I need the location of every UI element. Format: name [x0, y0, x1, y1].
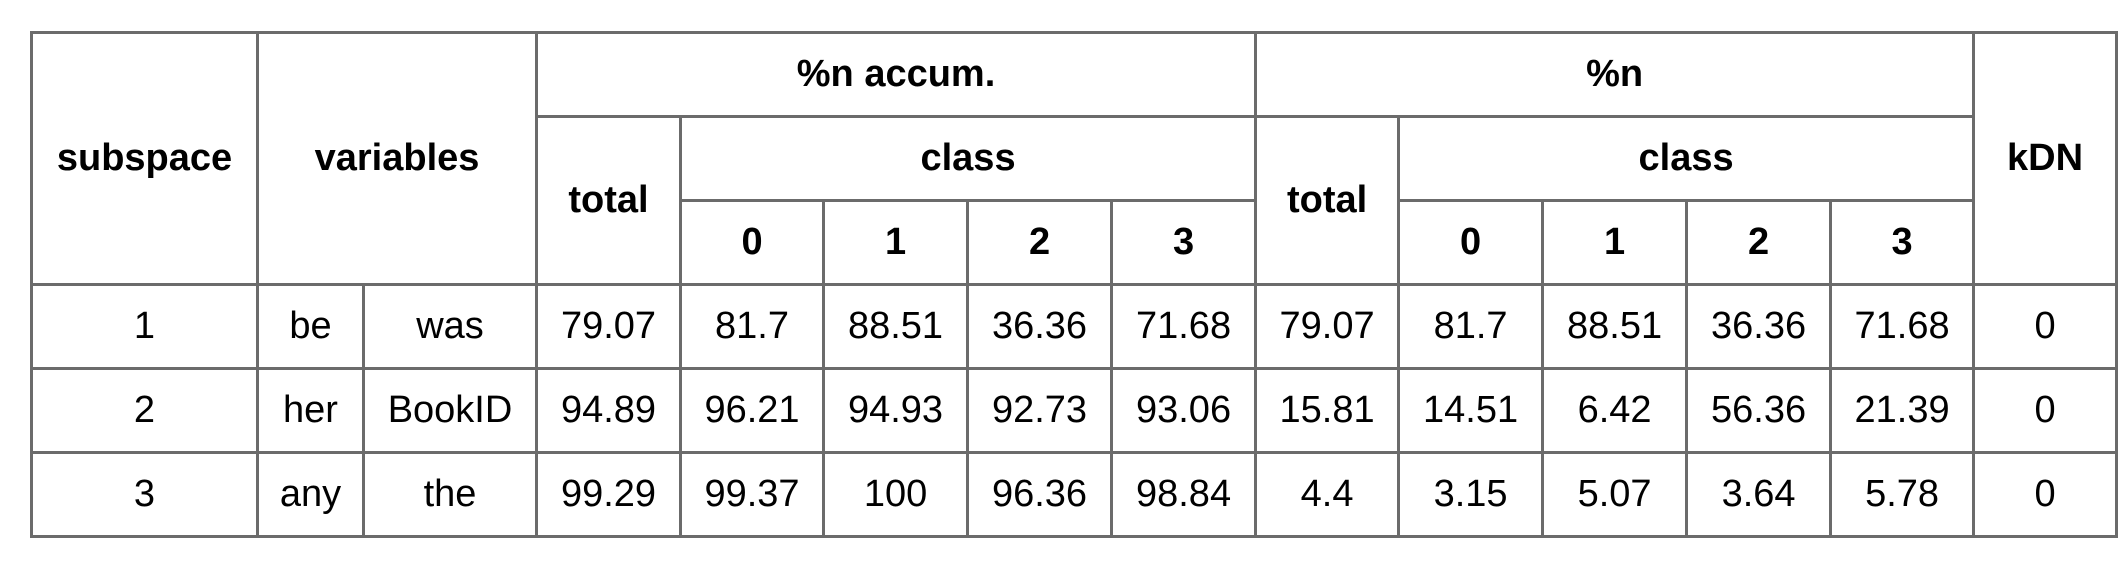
cell-accum-class-2: 92.73 [966, 367, 1114, 454]
cell-accum-class-3: 93.06 [1110, 367, 1258, 454]
header-row-3: 0 1 2 3 0 1 2 3 [32, 199, 2117, 286]
cell-var2: the [361, 451, 539, 538]
cell-kdn: 0 [1972, 283, 2119, 370]
table-row: 2 her BookID 94.89 96.21 94.93 92.73 93.… [30, 367, 2119, 454]
cell-n-total: 79.07 [1254, 283, 1401, 370]
cell-subspace: 2 [30, 367, 259, 454]
cell-accum-class-3: 98.84 [1110, 451, 1258, 538]
cell-subspace: 3 [30, 451, 259, 538]
cell-kdn: 0 [1972, 367, 2119, 454]
cell-accum-total: 99.29 [535, 451, 683, 538]
header-accum-class-3: 3 [1110, 199, 1258, 286]
cell-var1: her [256, 367, 365, 454]
cell-n-class-3: 21.39 [1829, 367, 1976, 454]
header-n-class: class [1397, 115, 1976, 202]
cell-accum-class-1: 100 [822, 451, 970, 538]
cell-accum-class-0: 81.7 [679, 283, 826, 370]
cell-n-class-2: 36.36 [1685, 283, 1833, 370]
cell-var2: was [361, 283, 539, 370]
table-row: 1 be was 79.07 81.7 88.51 36.36 71.68 79… [30, 283, 2119, 370]
header-n-group: %n [1254, 31, 1976, 118]
cell-accum-class-2: 36.36 [966, 283, 1114, 370]
cell-accum-class-1: 88.51 [822, 283, 970, 370]
header-row-2: total class total class [32, 115, 2117, 286]
header-n-class-3: 3 [1829, 199, 1976, 286]
header-subspace: subspace [30, 31, 259, 286]
cell-n-class-2: 56.36 [1685, 367, 1833, 454]
cell-accum-class-3: 71.68 [1110, 283, 1258, 370]
cell-n-class-1: 88.51 [1541, 283, 1689, 370]
cell-subspace: 1 [30, 283, 259, 370]
cell-var1: any [256, 451, 365, 538]
header-n-total: total [1254, 115, 1401, 286]
header-accum-group: %n accum. [535, 31, 1258, 118]
header-accum-class-2: 2 [966, 199, 1114, 286]
cell-n-class-2: 3.64 [1685, 451, 1833, 538]
cell-accum-class-0: 96.21 [679, 367, 826, 454]
cell-kdn: 0 [1972, 451, 2119, 538]
cell-accum-class-0: 99.37 [679, 451, 826, 538]
header-kdn: kDN [1972, 31, 2119, 286]
cell-accum-class-1: 94.93 [822, 367, 970, 454]
cell-n-class-1: 6.42 [1541, 367, 1689, 454]
header-variables: variables [255, 31, 539, 286]
cell-accum-total: 94.89 [535, 367, 683, 454]
table-row: 3 any the 99.29 99.37 100 96.36 98.84 4.… [30, 451, 2119, 538]
cell-n-class-3: 5.78 [1829, 451, 1976, 538]
header-accum-total: total [535, 115, 683, 286]
header-n-class-0: 0 [1397, 199, 1545, 286]
cell-n-total: 4.4 [1254, 451, 1401, 538]
cell-n-total: 15.81 [1254, 367, 1401, 454]
cell-var2: BookID [361, 367, 539, 454]
cell-accum-class-2: 96.36 [966, 451, 1114, 538]
results-table: subspace variables %n accum. %n kDN tota… [30, 31, 2119, 538]
cell-n-class-0: 14.51 [1397, 367, 1545, 454]
cell-n-class-0: 3.15 [1397, 451, 1545, 538]
header-row-1: subspace variables %n accum. %n kDN [30, 31, 2119, 286]
header-n-class-1: 1 [1541, 199, 1689, 286]
cell-n-class-3: 71.68 [1829, 283, 1976, 370]
header-accum-class-0: 0 [679, 199, 826, 286]
cell-var1: be [256, 283, 365, 370]
cell-accum-total: 79.07 [535, 283, 683, 370]
header-accum-class: class [679, 115, 1258, 202]
cell-n-class-0: 81.7 [1397, 283, 1545, 370]
cell-n-class-1: 5.07 [1541, 451, 1689, 538]
header-accum-class-1: 1 [822, 199, 970, 286]
header-n-class-2: 2 [1685, 199, 1833, 286]
